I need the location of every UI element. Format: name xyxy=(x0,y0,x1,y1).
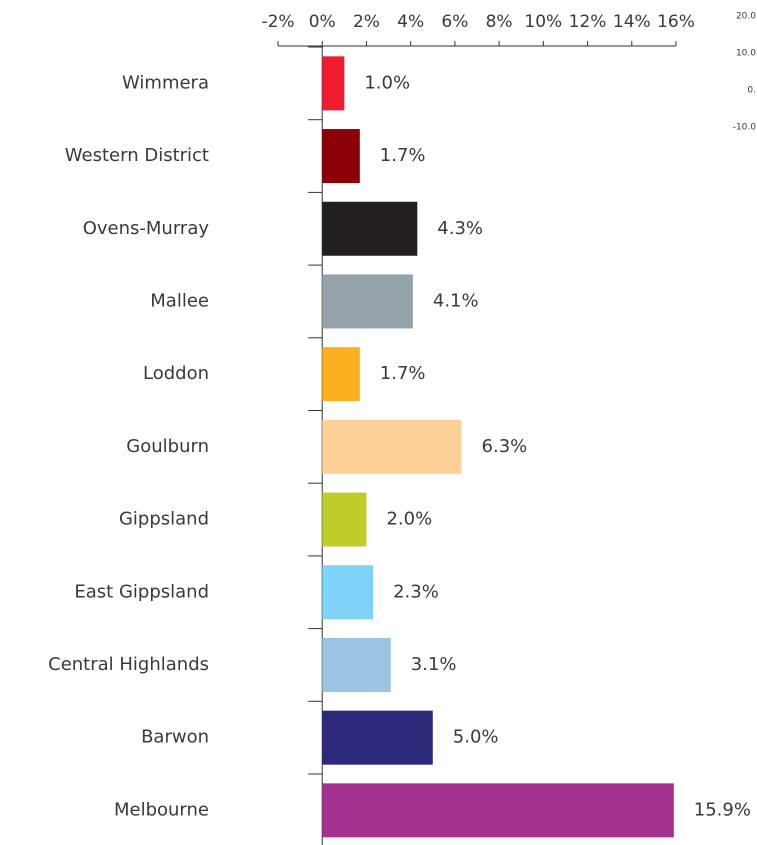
y-tick-label: Goulburn xyxy=(126,436,209,457)
x-tick-label: 4% xyxy=(397,12,424,32)
y-tick-label: Loddon xyxy=(143,363,209,384)
y-tick-label: Wimmera xyxy=(122,72,209,93)
x-tick-label: 0% xyxy=(309,12,336,32)
y-tick-label: Central Highlands xyxy=(48,654,209,675)
bar xyxy=(322,710,433,765)
side-label: 20.0 xyxy=(736,12,756,22)
x-tick-label: 6% xyxy=(441,12,468,32)
bar xyxy=(322,637,391,692)
data-label: 4.3% xyxy=(437,218,483,239)
y-tick-label: Western District xyxy=(65,145,209,166)
data-label: 4.1% xyxy=(433,290,479,311)
data-label: 2.0% xyxy=(386,509,432,530)
x-tick-label: 8% xyxy=(486,12,513,32)
data-label: 1.0% xyxy=(364,72,410,93)
bar xyxy=(322,274,413,329)
y-tick-label: Gippsland xyxy=(119,509,209,530)
y-tick-label: Mallee xyxy=(150,290,209,311)
side-label: -10.0 xyxy=(733,123,757,133)
y-tick-label: Barwon xyxy=(141,727,209,748)
data-label: 1.7% xyxy=(380,363,426,384)
data-label: 1.7% xyxy=(380,145,426,166)
data-label: 6.3% xyxy=(482,436,528,457)
bar xyxy=(322,419,462,474)
bar xyxy=(322,201,418,256)
side-label: 10.0 xyxy=(736,49,756,59)
bar xyxy=(322,783,674,838)
data-label: 2.3% xyxy=(393,581,439,602)
side-label: 0. xyxy=(747,86,756,96)
y-tick-label: East Gippsland xyxy=(74,581,209,602)
x-tick-label: 2% xyxy=(353,12,380,32)
data-label: 5.0% xyxy=(453,727,499,748)
data-label: 15.9% xyxy=(694,799,751,820)
x-tick-label: 14% xyxy=(613,12,651,32)
y-tick-label: Ovens-Murray xyxy=(83,218,210,239)
x-tick-label: -2% xyxy=(261,12,294,32)
bar xyxy=(322,347,360,402)
bar xyxy=(322,56,345,111)
x-tick-label: 12% xyxy=(569,12,607,32)
y-tick-label: Melbourne xyxy=(114,799,209,820)
x-tick-label: 16% xyxy=(657,12,695,32)
x-tick-label: 10% xyxy=(524,12,562,32)
data-label: 3.1% xyxy=(411,654,457,675)
bar xyxy=(322,565,374,620)
bar xyxy=(322,492,367,547)
bar xyxy=(322,129,360,184)
